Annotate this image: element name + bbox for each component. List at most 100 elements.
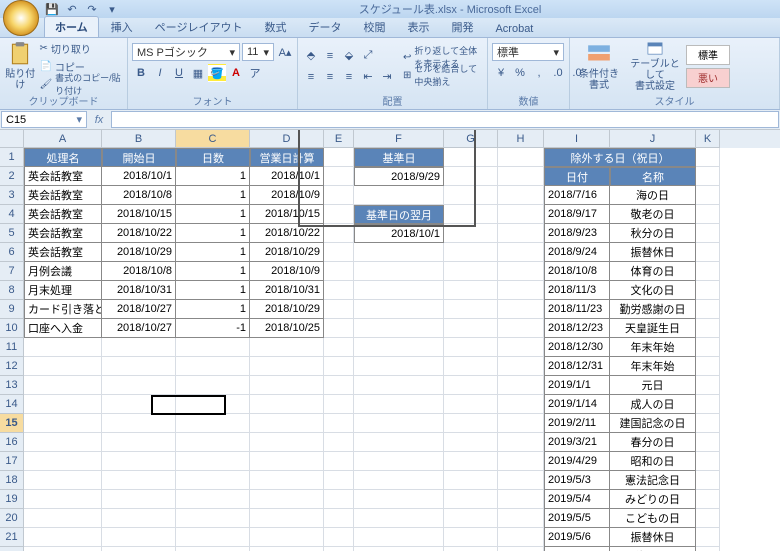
grow-font-button[interactable]: A▴: [276, 43, 294, 61]
column-header-F[interactable]: F: [354, 130, 444, 148]
column-header-B[interactable]: B: [102, 130, 176, 148]
cell-D7[interactable]: 2018/10/9: [250, 262, 324, 281]
cell-K15[interactable]: [696, 414, 720, 433]
cell-J22[interactable]: 海の日: [610, 547, 696, 551]
percent-button[interactable]: %: [511, 64, 529, 82]
spreadsheet-grid[interactable]: ABCDEFGHIJK 1234567891011121314151617181…: [0, 130, 780, 551]
cell-B1[interactable]: 開始日: [102, 148, 176, 167]
cell-H20[interactable]: [498, 509, 544, 528]
comma-button[interactable]: ,: [530, 64, 548, 82]
cell-G1[interactable]: [444, 148, 498, 167]
cell-H2[interactable]: [498, 167, 544, 186]
cut-button[interactable]: ✂切り取り: [39, 40, 123, 56]
cell-H9[interactable]: [498, 300, 544, 319]
name-box[interactable]: C15 ▾: [1, 111, 87, 128]
cell-J17[interactable]: 昭和の日: [610, 452, 696, 471]
cell-F14[interactable]: [354, 395, 444, 414]
cell-B8[interactable]: 2018/10/31: [102, 281, 176, 300]
cell-H21[interactable]: [498, 528, 544, 547]
cell-J3[interactable]: 海の日: [610, 186, 696, 205]
cell-B21[interactable]: [102, 528, 176, 547]
cell-J8[interactable]: 文化の日: [610, 281, 696, 300]
cell-F12[interactable]: [354, 357, 444, 376]
cell-H10[interactable]: [498, 319, 544, 338]
cell-F22[interactable]: [354, 547, 444, 551]
cell-H8[interactable]: [498, 281, 544, 300]
cell-E2[interactable]: [324, 167, 354, 186]
cell-K8[interactable]: [696, 281, 720, 300]
number-format-combo[interactable]: 標準▾: [492, 43, 564, 61]
column-header-C[interactable]: C: [176, 130, 250, 148]
formula-input[interactable]: [111, 111, 779, 128]
cell-C22[interactable]: [176, 547, 250, 551]
cell-G18[interactable]: [444, 471, 498, 490]
cell-A19[interactable]: [24, 490, 102, 509]
cell-D5[interactable]: 2018/10/22: [250, 224, 324, 243]
cell-D2[interactable]: 2018/10/1: [250, 167, 324, 186]
cell-E16[interactable]: [324, 433, 354, 452]
row-header-7[interactable]: 7: [0, 262, 24, 281]
align-right-button[interactable]: ≡: [340, 68, 358, 86]
cell-F4[interactable]: 基準日の翌月: [354, 205, 444, 224]
cell-I16[interactable]: 2019/3/21: [544, 433, 610, 452]
cell-J10[interactable]: 天皇誕生日: [610, 319, 696, 338]
cell-G21[interactable]: [444, 528, 498, 547]
save-icon[interactable]: 💾: [44, 1, 60, 17]
cell-J13[interactable]: 元日: [610, 376, 696, 395]
cell-B22[interactable]: [102, 547, 176, 551]
column-header-J[interactable]: J: [610, 130, 696, 148]
cell-D13[interactable]: [250, 376, 324, 395]
cell-B19[interactable]: [102, 490, 176, 509]
cell-F7[interactable]: [354, 262, 444, 281]
cell-G22[interactable]: [444, 547, 498, 551]
underline-button[interactable]: U: [170, 64, 188, 82]
indent-inc-button[interactable]: ⇥: [378, 68, 396, 86]
cell-C21[interactable]: [176, 528, 250, 547]
cells-area[interactable]: 処理名開始日日数営業日計算基準日除外する日（祝日）英会話教室2018/10/11…: [24, 148, 780, 551]
cell-B10[interactable]: 2018/10/27: [102, 319, 176, 338]
cell-G10[interactable]: [444, 319, 498, 338]
cell-A22[interactable]: [24, 547, 102, 551]
cell-K13[interactable]: [696, 376, 720, 395]
cell-G13[interactable]: [444, 376, 498, 395]
column-header-I[interactable]: I: [544, 130, 610, 148]
tab-挿入[interactable]: 挿入: [101, 17, 143, 37]
redo-icon[interactable]: ↷: [84, 1, 100, 17]
cell-A10[interactable]: 口座へ入金: [24, 319, 102, 338]
cell-C11[interactable]: [176, 338, 250, 357]
cell-E6[interactable]: [324, 243, 354, 262]
cell-E21[interactable]: [324, 528, 354, 547]
cell-G14[interactable]: [444, 395, 498, 414]
cell-D10[interactable]: 2018/10/25: [250, 319, 324, 338]
cell-E4[interactable]: [324, 205, 354, 224]
row-header-3[interactable]: 3: [0, 186, 24, 205]
cell-C3[interactable]: 1: [176, 186, 250, 205]
row-header-6[interactable]: 6: [0, 243, 24, 262]
cell-J9[interactable]: 勤労感謝の日: [610, 300, 696, 319]
cell-D17[interactable]: [250, 452, 324, 471]
cell-H4[interactable]: [498, 205, 544, 224]
cell-F11[interactable]: [354, 338, 444, 357]
paste-button[interactable]: 貼り付け: [4, 40, 36, 92]
cell-D16[interactable]: [250, 433, 324, 452]
row-header-16[interactable]: 16: [0, 433, 24, 452]
cell-C4[interactable]: 1: [176, 205, 250, 224]
cell-E1[interactable]: [324, 148, 354, 167]
row-header-14[interactable]: 14: [0, 395, 24, 414]
cell-I11[interactable]: 2018/12/30: [544, 338, 610, 357]
align-left-button[interactable]: ≡: [302, 68, 320, 86]
cell-E17[interactable]: [324, 452, 354, 471]
column-header-H[interactable]: H: [498, 130, 544, 148]
cell-I20[interactable]: 2019/5/5: [544, 509, 610, 528]
cell-J19[interactable]: みどりの日: [610, 490, 696, 509]
cell-J4[interactable]: 敬老の日: [610, 205, 696, 224]
cell-K7[interactable]: [696, 262, 720, 281]
cell-F15[interactable]: [354, 414, 444, 433]
cell-K6[interactable]: [696, 243, 720, 262]
cell-K9[interactable]: [696, 300, 720, 319]
office-button[interactable]: [3, 0, 39, 36]
cell-A16[interactable]: [24, 433, 102, 452]
cell-D22[interactable]: [250, 547, 324, 551]
cell-G15[interactable]: [444, 414, 498, 433]
cell-D11[interactable]: [250, 338, 324, 357]
